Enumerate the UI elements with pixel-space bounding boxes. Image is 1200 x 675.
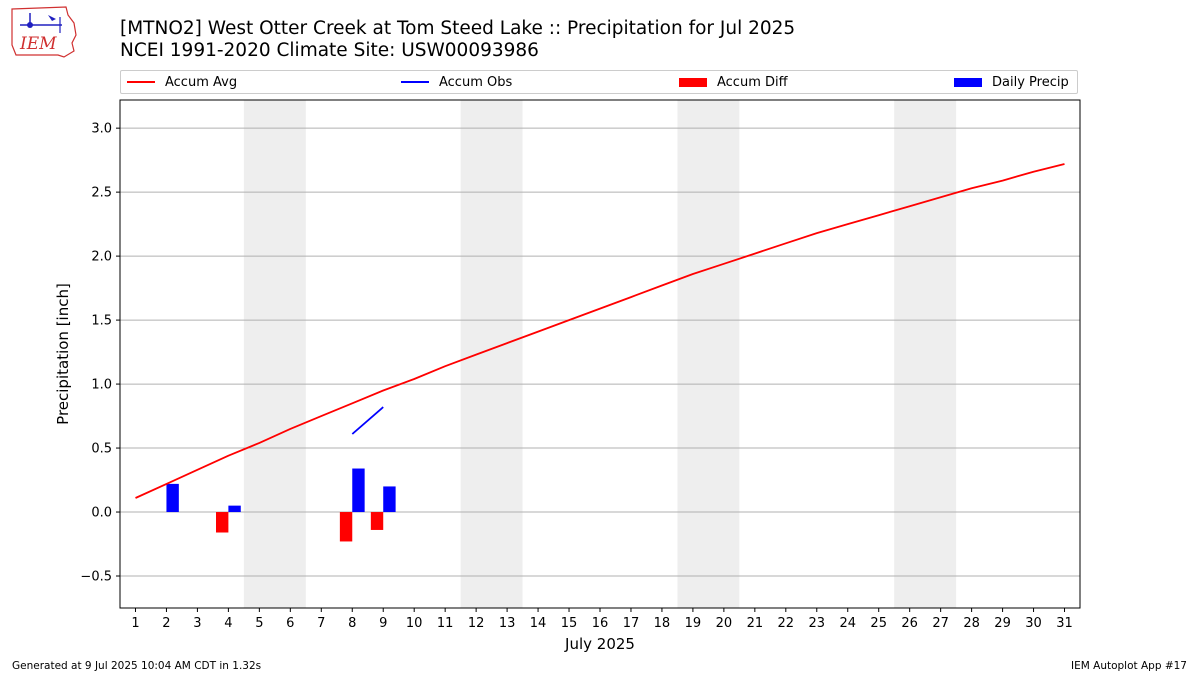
legend-swatch-daily-precip xyxy=(954,77,982,87)
x-tick-label: 27 xyxy=(932,616,949,631)
legend: Accum Avg Accum Obs Accum Diff Daily Pre… xyxy=(120,70,1078,94)
x-tick-label: 22 xyxy=(778,616,795,631)
weekend-band xyxy=(243,100,306,608)
y-tick-label: 1.0 xyxy=(91,378,112,393)
y-tick-label: 1.5 xyxy=(91,314,112,329)
footer-generated: Generated at 9 Jul 2025 10:04 AM CDT in … xyxy=(12,660,262,672)
legend-swatch-accum-obs xyxy=(401,81,429,83)
legend-label-accum-obs: Accum Obs xyxy=(439,74,513,90)
x-tick-label: 5 xyxy=(255,616,263,631)
x-axis-label: July 2025 xyxy=(564,635,635,653)
legend-accum-obs: Accum Obs xyxy=(401,71,512,93)
legend-label-daily-precip: Daily Precip xyxy=(992,74,1069,90)
legend-label-accum-diff: Accum Diff xyxy=(717,74,788,90)
x-tick-label: 4 xyxy=(224,616,232,631)
daily-precip-bar xyxy=(228,505,241,513)
x-tick-label: 9 xyxy=(379,616,387,631)
daily-precip-bar xyxy=(352,468,365,513)
legend-swatch-accum-avg xyxy=(127,81,155,83)
y-gridlines xyxy=(120,127,1080,577)
accum-diff-bar xyxy=(339,512,353,542)
daily-precip-bar xyxy=(166,483,179,513)
x-tick-label: 20 xyxy=(716,616,733,631)
logo-text: IEM xyxy=(19,34,57,54)
daily-precip-bar xyxy=(383,486,396,513)
x-tick-label: 29 xyxy=(994,616,1011,631)
accum-obs-line xyxy=(351,406,384,435)
accum-diff-bar xyxy=(370,512,384,530)
x-tick-label: 7 xyxy=(317,616,325,631)
y-axis-label: Precipitation [inch] xyxy=(54,283,72,425)
weekend-shading xyxy=(243,100,957,608)
chart-title: [MTNO2] West Otter Creek at Tom Steed La… xyxy=(120,18,796,39)
footer-app: IEM Autoplot App #17 xyxy=(1071,660,1187,672)
weekend-band xyxy=(677,100,740,608)
x-tick-label: 26 xyxy=(901,616,918,631)
legend-accum-diff: Accum Diff xyxy=(679,71,788,93)
y-tick-label: 2.5 xyxy=(91,186,112,201)
accum-diff-bar xyxy=(216,512,229,533)
x-tick-label: 16 xyxy=(592,616,609,631)
x-tick-label: 21 xyxy=(747,616,764,631)
x-tick-label: 10 xyxy=(406,616,423,631)
x-tick-label: 23 xyxy=(809,616,826,631)
bars xyxy=(166,468,396,542)
legend-accum-avg: Accum Avg xyxy=(127,71,237,93)
x-tick-label: 18 xyxy=(654,616,671,631)
x-tick-label: 12 xyxy=(468,616,485,631)
x-tick-label: 13 xyxy=(499,616,516,631)
legend-daily-precip: Daily Precip xyxy=(954,71,1069,93)
series-lines xyxy=(135,163,1065,499)
y-tick-label: 0.0 xyxy=(91,506,112,521)
x-tick-label: 2 xyxy=(162,616,170,631)
x-tick-label: 31 xyxy=(1056,616,1073,631)
x-tick-label: 14 xyxy=(530,616,547,631)
x-tick-label: 11 xyxy=(437,616,454,631)
x-tick-label: 19 xyxy=(685,616,702,631)
x-tick-label: 8 xyxy=(348,616,356,631)
weekend-band xyxy=(460,100,523,608)
x-tick-label: 30 xyxy=(1025,616,1042,631)
legend-label-accum-avg: Accum Avg xyxy=(165,74,238,90)
y-ticks: −0.5 0.0 0.5 1.0 1.5 2.0 2.5 3.0 xyxy=(80,122,120,585)
x-tick-label: 1 xyxy=(131,616,139,631)
y-tick-label: 0.5 xyxy=(91,442,112,457)
y-tick-label: 3.0 xyxy=(91,122,112,137)
x-tick-label: 28 xyxy=(963,616,980,631)
x-tick-label: 17 xyxy=(623,616,640,631)
x-ticks: 1 2 3 4 5 6 7 8 9 10 11 12 13 14 15 16 17 18 19 20 21 22 23 24 2… xyxy=(131,608,1073,631)
x-tick-label: 15 xyxy=(561,616,578,631)
weekend-band xyxy=(894,100,957,608)
x-tick-label: 25 xyxy=(870,616,887,631)
y-tick-label: 2.0 xyxy=(91,250,112,265)
x-tick-label: 24 xyxy=(839,616,856,631)
y-tick-label: −0.5 xyxy=(80,570,112,585)
iem-logo: IEM xyxy=(11,6,77,58)
legend-swatch-accum-diff xyxy=(679,77,707,87)
x-tick-label: 3 xyxy=(193,616,201,631)
accum-avg-line xyxy=(135,163,1065,499)
x-tick-label: 6 xyxy=(286,616,294,631)
chart-subtitle: NCEI 1991-2020 Climate Site: USW00093986 xyxy=(120,40,539,61)
